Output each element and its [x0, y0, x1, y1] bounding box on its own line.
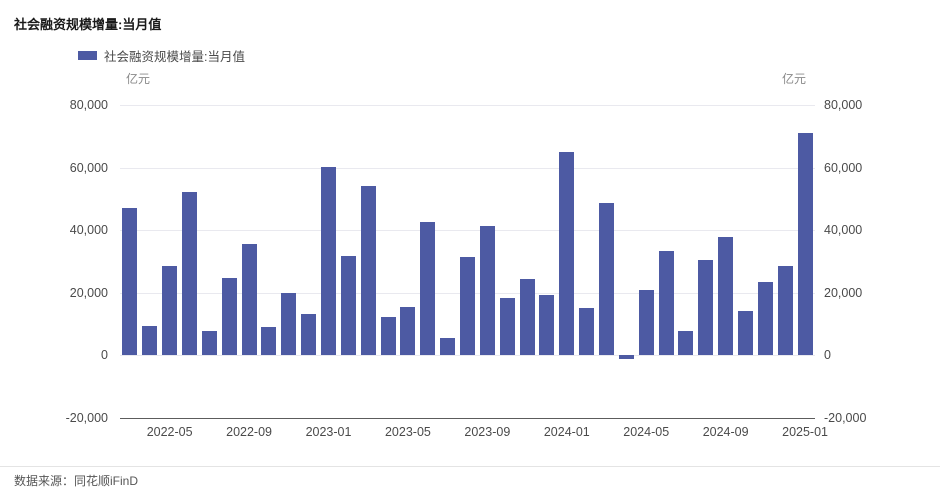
bar[interactable]: [638, 290, 654, 356]
bar[interactable]: [678, 331, 694, 356]
y-axis-left-tick-label: 40,000: [69, 223, 108, 238]
bar[interactable]: [162, 266, 178, 356]
bar[interactable]: [420, 222, 436, 356]
gridline: [120, 230, 815, 232]
bar[interactable]: [559, 151, 575, 356]
bar[interactable]: [221, 277, 237, 356]
bar[interactable]: [201, 330, 217, 356]
y-axis-right-tick-label: 80,000: [824, 98, 863, 112]
bar[interactable]: [797, 133, 813, 356]
y-axis-right-tick-label: 20,000: [824, 285, 863, 300]
bar[interactable]: [579, 308, 595, 356]
x-axis-tick-label: 2025-01: [782, 425, 828, 439]
bar[interactable]: [380, 316, 396, 356]
bar[interactable]: [738, 311, 753, 356]
bar[interactable]: [718, 237, 734, 356]
bar[interactable]: [241, 243, 257, 356]
x-axis-tick-label: 2024-09: [702, 425, 749, 439]
page-title: 社会融资规模增量:当月值: [14, 17, 162, 32]
bar[interactable]: [757, 281, 773, 356]
bar[interactable]: [122, 208, 138, 356]
bar[interactable]: [301, 314, 317, 356]
y-axis-left-tick-label: -20,000: [65, 411, 108, 425]
bar[interactable]: [658, 251, 674, 356]
x-axis-tick-label: 2023-05: [384, 425, 431, 439]
bar[interactable]: [479, 225, 495, 356]
bar[interactable]: [182, 191, 197, 356]
y-axis-left-tick-label: 0: [101, 348, 108, 363]
x-axis-line: [120, 418, 815, 419]
bar[interactable]: [400, 306, 416, 356]
bar[interactable]: [539, 295, 555, 356]
bar[interactable]: [142, 326, 158, 356]
y-axis-left-unit: 亿元: [126, 72, 151, 86]
bar[interactable]: [499, 297, 515, 356]
y-axis-right-unit: 亿元: [782, 72, 807, 86]
x-axis-tick-label: 2023-01: [305, 425, 352, 439]
y-axis-right-tick-label: -20,000: [824, 411, 867, 425]
x-axis-tick-label: 2022-05: [146, 425, 193, 439]
bar[interactable]: [321, 166, 336, 356]
bar[interactable]: [360, 185, 376, 356]
bar[interactable]: [698, 260, 714, 356]
y-axis-right-tick-label: 40,000: [824, 223, 863, 238]
bar[interactable]: [281, 293, 297, 356]
x-axis-tick-label: 2022-09: [226, 425, 272, 439]
bar[interactable]: [519, 278, 535, 356]
plot-area: [120, 105, 815, 419]
gridline: [120, 355, 815, 357]
gridline: [120, 105, 815, 106]
legend-swatch-icon: [78, 50, 97, 60]
y-axis-left-tick-label: 60,000: [69, 160, 108, 175]
bar[interactable]: [340, 256, 356, 356]
x-axis-tick-label: 2023-09: [464, 425, 511, 439]
chart-legend[interactable]: 社会融资规模增量:当月值: [78, 47, 245, 64]
footer-divider: [0, 466, 940, 467]
y-axis-left-tick-label: 80,000: [69, 98, 108, 112]
bar[interactable]: [599, 202, 614, 356]
x-axis-tick-label: 2024-01: [543, 425, 590, 439]
legend-item-label: 社会融资规模增量:当月值: [104, 49, 245, 64]
y-axis-left-tick-label: 20,000: [69, 285, 108, 300]
x-axis-tick-label: 2024-05: [623, 425, 670, 439]
y-axis-right-tick-label: 60,000: [824, 160, 863, 175]
bar[interactable]: [261, 326, 277, 356]
bar[interactable]: [440, 338, 456, 356]
y-axis-right-tick-label: 0: [824, 348, 831, 363]
bar[interactable]: [777, 265, 793, 356]
bar[interactable]: [618, 355, 634, 360]
gridline: [120, 167, 815, 169]
data-source-note: 数据来源：同花顺iFinD: [14, 474, 139, 488]
bar[interactable]: [460, 257, 475, 356]
